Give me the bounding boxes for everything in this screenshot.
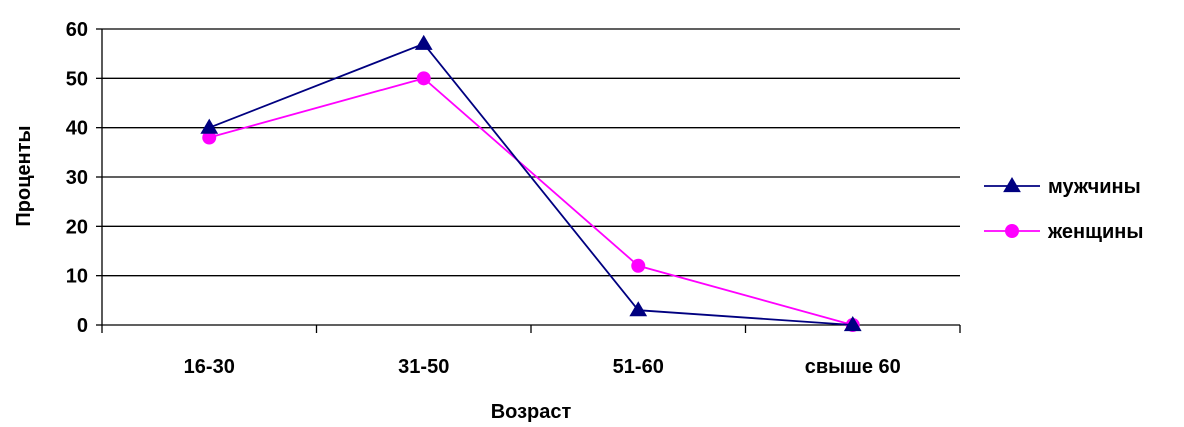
data-point	[631, 258, 646, 273]
legend-label: женщины	[1047, 221, 1143, 243]
x-tick-label: свыше 60	[805, 356, 901, 378]
y-axis-title: Проценты	[13, 125, 35, 226]
legend-entry: женщины	[984, 221, 1143, 243]
y-tick-label: 40	[66, 118, 88, 140]
x-tick-label: 51-60	[613, 356, 664, 378]
legend: мужчины женщины	[984, 176, 1143, 243]
series-line	[208, 42, 853, 326]
series-women	[202, 71, 860, 332]
y-tick-label: 10	[66, 266, 88, 288]
x-tick-label: 16-30	[184, 356, 235, 378]
series-layer	[200, 34, 862, 332]
legend-label: мужчины	[1048, 176, 1141, 198]
data-point	[202, 130, 217, 145]
y-tick-label: 0	[77, 315, 88, 337]
y-tick-label: 20	[66, 216, 88, 238]
legend-marker	[1003, 177, 1021, 193]
x-tick-label: 31-50	[398, 356, 449, 378]
x-axis-ticks: 16-30 31-50 51-60 свыше 60	[101, 325, 961, 378]
series-men	[200, 34, 862, 332]
y-tick-label: 60	[66, 19, 88, 41]
data-point	[416, 71, 431, 86]
data-point	[843, 316, 862, 332]
data-point	[414, 34, 433, 50]
series-line	[209, 77, 853, 326]
data-point	[629, 301, 648, 317]
data-point	[200, 118, 219, 134]
legend-entry: мужчины	[984, 176, 1141, 198]
y-tick-label: 30	[66, 167, 88, 189]
x-axis-title: Возраст	[491, 401, 572, 423]
y-axis-ticks: 0 10 20 30 40 50 60	[66, 19, 102, 337]
y-tick-label: 50	[66, 68, 88, 90]
legend-marker	[1005, 224, 1019, 238]
